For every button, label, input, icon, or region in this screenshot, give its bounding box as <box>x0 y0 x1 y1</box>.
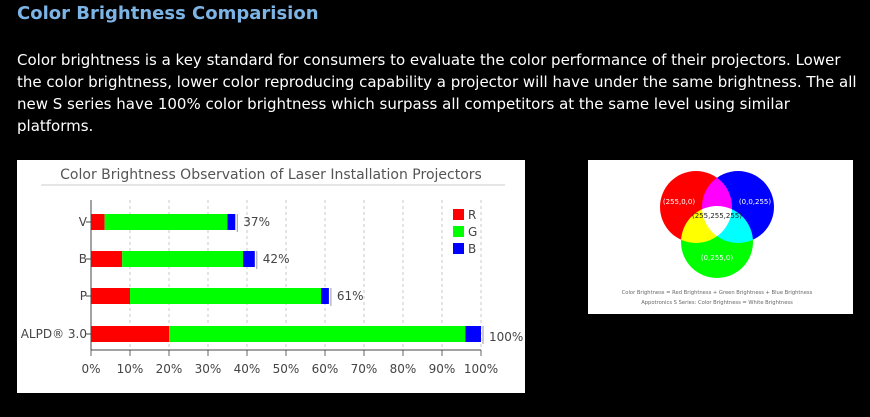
venn-center-label: (255,255,255) <box>692 212 742 220</box>
bar-total-label: 100% <box>489 330 523 344</box>
venn-circle-label: (0,255,0) <box>701 254 733 262</box>
x-tick-label: 20% <box>156 362 183 376</box>
category-label: V <box>79 215 88 229</box>
chart-title: Color Brightness Observation of Laser In… <box>60 167 482 183</box>
legend-swatch <box>453 243 464 254</box>
bar-r <box>91 326 169 342</box>
legend-swatch <box>453 209 464 220</box>
rgb-venn: (255,0,0) (0,0,255) (0,255,0) (255,255,255)… <box>622 171 813 306</box>
x-tick-label: 0% <box>81 362 100 376</box>
rgb-caption-line1: Color Brightness = Red Brightness + Gree… <box>622 290 813 296</box>
legend-label: G <box>468 225 477 239</box>
rgb-caption-line2: Appotronics S Series: Color Brightness =… <box>641 300 793 306</box>
x-tick-label: 10% <box>117 362 144 376</box>
x-tick-label: 30% <box>195 362 222 376</box>
bar-b <box>243 251 255 267</box>
bar-g <box>169 326 466 342</box>
bar-total-label: 42% <box>263 252 290 266</box>
bar-total-label: 61% <box>337 289 364 303</box>
venn-circle-label: (0,0,255) <box>739 198 771 206</box>
bar-b <box>321 288 329 304</box>
x-tick-label: 70% <box>351 362 378 376</box>
legend-swatch <box>453 226 464 237</box>
section-description: Color brightness is a key standard for c… <box>17 51 857 135</box>
chart-canvas: Color Brightness Observation of Laser In… <box>21 167 524 376</box>
bar-b <box>227 214 236 230</box>
rgb-diagram: (255,0,0) (0,0,255) (0,255,0) (255,255,255)… <box>588 160 853 314</box>
x-tick-label: 40% <box>234 362 261 376</box>
bar-r <box>91 214 105 230</box>
venn-circle-label: (255,0,0) <box>663 198 695 206</box>
category-label: B <box>79 252 87 266</box>
venn-group <box>660 171 774 278</box>
x-tick-label: 60% <box>312 362 339 376</box>
x-tick-label: 100% <box>464 362 498 376</box>
bar-g <box>130 288 322 304</box>
bar-g <box>122 251 244 267</box>
x-tick-label: 80% <box>390 362 417 376</box>
bar-total-label: 37% <box>243 215 270 229</box>
bar-g <box>104 214 228 230</box>
category-label: P <box>80 289 87 303</box>
x-tick-label: 50% <box>273 362 300 376</box>
section-title: Color Brightness Comparision <box>17 3 319 24</box>
bar-r <box>91 288 130 304</box>
bar-r <box>91 251 123 267</box>
x-tick-label: 90% <box>429 362 456 376</box>
legend-label: R <box>468 208 476 222</box>
color-brightness-chart: Color Brightness Observation of Laser In… <box>17 160 525 393</box>
legend-label: B <box>468 242 476 256</box>
bar-b <box>465 326 481 342</box>
venn-circle <box>681 206 753 278</box>
category-label: ALPD® 3.0 <box>21 327 87 341</box>
